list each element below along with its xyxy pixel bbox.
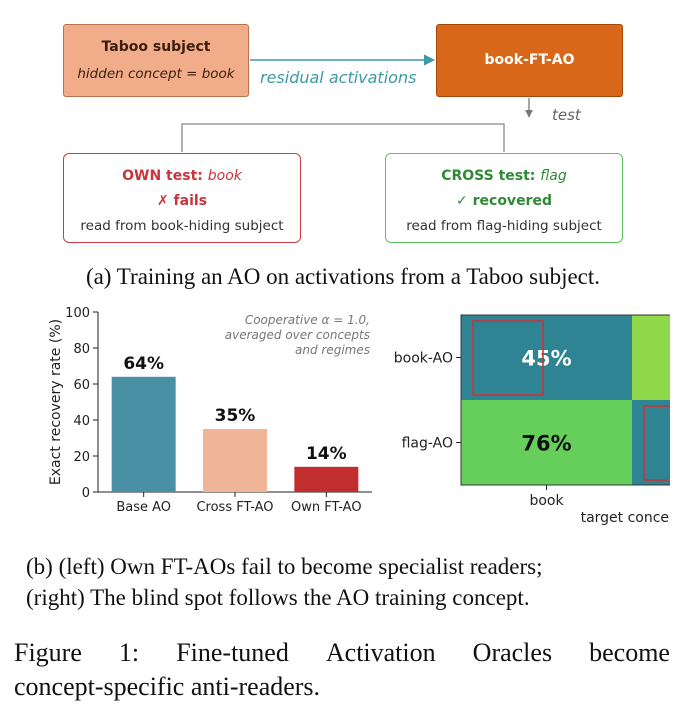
caption-b-line-2: (right) The blind spot follows the AO tr… <box>26 585 530 610</box>
row-label: book-AO <box>394 351 453 367</box>
bar-value-label: 14% <box>306 444 347 464</box>
heatmap-chart: 45%83%76%47%book-AOflag-AObookflagtarget… <box>394 314 670 526</box>
taboo-subject-subtitle: hidden concept = book <box>77 66 235 82</box>
x-tick-label: Cross FT-AO <box>196 500 273 515</box>
figure-caption-line-1: Figure 1: Fine-tuned Activation Oracles … <box>14 636 670 670</box>
x-tick-label: Own FT-AO <box>291 500 362 515</box>
highlight-frame <box>643 405 670 481</box>
cross-test-concept: flag <box>540 168 567 184</box>
y-tick-label: 80 <box>73 342 90 357</box>
highlight-frame <box>472 320 544 396</box>
diagram-connectors <box>181 54 533 152</box>
own-test-note: read from book-hiding subject <box>80 218 284 234</box>
heatmap-cell <box>461 315 632 400</box>
cross-test-result: ✓ recovered <box>456 193 552 209</box>
caption-a: (a) Training an AO on activations from a… <box>85 264 601 289</box>
x-axis-label: target concept <box>581 510 670 526</box>
figcap-word: become <box>589 638 670 667</box>
residual-activations-label: residual activations <box>260 68 417 87</box>
chart-annotation: Cooperative α = 1.0, <box>245 313 370 327</box>
taboo-subject-title: Taboo subject <box>101 39 211 55</box>
taboo-subject-box: Taboo subject hidden concept = book <box>63 24 249 97</box>
cross-test-note: read from flag-hiding subject <box>406 218 602 234</box>
figure-caption: Figure 1: Fine-tuned Activation Oracles … <box>14 636 670 704</box>
y-tick-label: 0 <box>82 486 90 501</box>
heatmap-cell <box>632 400 670 485</box>
figure-caption-line-2: concept-specific anti-readers. <box>14 672 321 701</box>
bar <box>203 429 267 492</box>
figcap-word: Figure <box>14 638 82 667</box>
caption-b-line-1: (b) (left) Own FT-AOs fail to become spe… <box>26 554 543 579</box>
test-label: test <box>552 106 581 124</box>
heatmap-cell <box>461 400 632 485</box>
x-tick-label: Base AO <box>116 500 171 515</box>
own-test-prefix: OWN test: <box>122 168 203 184</box>
y-tick-label: 60 <box>73 378 90 393</box>
chart-annotation: averaged over concepts <box>225 328 370 342</box>
cross-test-prefix: CROSS test: <box>441 168 536 184</box>
test-split-line <box>181 123 505 152</box>
own-test-box: OWN test: book ✗ fails read from book-hi… <box>63 153 301 243</box>
bar-value-label: 35% <box>215 406 256 426</box>
caption-b: (b) (left) Own FT-AOs fail to become spe… <box>26 551 543 613</box>
y-tick-label: 40 <box>73 414 90 429</box>
figcap-word: Oracles <box>472 638 553 667</box>
figcap-word: 1: <box>118 638 140 667</box>
cross-test-heading: CROSS test: flag <box>386 168 622 184</box>
cross-test-box: CROSS test: flag ✓ recovered read from f… <box>385 153 623 243</box>
book-ft-ao-title: book-FT-AO <box>484 52 575 68</box>
heatmap-value-label: 45% <box>521 347 571 371</box>
row-label: flag-AO <box>402 436 453 452</box>
own-test-heading: OWN test: book <box>64 168 300 184</box>
book-ft-ao-box: book-FT-AO <box>436 24 623 97</box>
bar-value-label: 64% <box>123 354 164 374</box>
chart-annotation: and regimes <box>295 343 370 357</box>
y-tick-label: 20 <box>73 450 90 465</box>
y-axis-label: Exact recovery rate (%) <box>48 319 64 485</box>
y-tick-label: 100 <box>65 306 90 321</box>
own-test-result: ✗ fails <box>156 193 208 209</box>
figcap-word: Fine-tuned <box>176 638 289 667</box>
heatmap-border <box>460 314 670 486</box>
bar <box>111 376 176 492</box>
heatmap-value-label: 76% <box>521 432 571 456</box>
figcap-word: Activation <box>325 638 436 667</box>
column-label: book <box>529 493 564 509</box>
bar <box>294 466 359 492</box>
own-test-concept: book <box>207 168 242 184</box>
heatmap-cell <box>632 315 670 400</box>
